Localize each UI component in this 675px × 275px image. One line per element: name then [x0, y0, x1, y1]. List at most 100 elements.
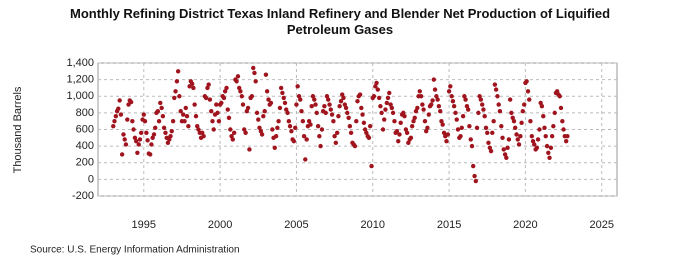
x-tick-label: 2015 [437, 219, 461, 231]
data-point [364, 130, 369, 136]
data-point [304, 137, 309, 142]
source: Source: U.S. Energy Information Administ… [30, 245, 240, 256]
data-point [167, 137, 172, 142]
data-point [516, 142, 522, 147]
data-point [192, 102, 197, 107]
data-point [203, 95, 209, 101]
y-tick-label: 800 [76, 107, 94, 119]
chart-title: Monthly Refining District Texas Inland R… [69, 6, 611, 37]
y-tick-label: -200 [72, 190, 94, 202]
y-tick-label: 600 [76, 123, 94, 135]
data-point [462, 94, 467, 99]
data-point [451, 104, 457, 109]
data-point [313, 102, 318, 107]
data-point [422, 118, 428, 124]
data-point [417, 89, 422, 94]
data-point [275, 125, 280, 131]
data-point [441, 130, 447, 136]
data-point [293, 125, 298, 131]
data-point [333, 140, 339, 145]
data-point [262, 109, 267, 114]
data-point [128, 99, 134, 105]
data-point [196, 127, 201, 132]
data-point [231, 130, 237, 136]
data-point [541, 114, 546, 119]
data-point [389, 105, 395, 111]
data-point [512, 125, 518, 131]
data-point [161, 125, 167, 131]
data-point [347, 123, 353, 129]
data-point [144, 130, 149, 136]
data-point [383, 107, 388, 112]
data-point [296, 94, 302, 99]
data-point [175, 69, 181, 74]
data-point [214, 102, 219, 107]
data-point [306, 118, 312, 124]
data-point [546, 150, 551, 155]
data-point [278, 85, 284, 91]
data-point [455, 127, 461, 132]
data-point [345, 110, 350, 116]
data-point [303, 157, 308, 162]
data-point [244, 109, 250, 114]
data-point [497, 109, 503, 114]
data-point [247, 147, 252, 152]
data-point [463, 97, 468, 102]
data-point [520, 109, 526, 114]
data-point [168, 133, 173, 139]
data-point [467, 123, 472, 129]
data-point [493, 87, 499, 92]
data-point [385, 95, 391, 101]
data-point [394, 128, 400, 134]
data-point [549, 133, 555, 139]
data-point [488, 148, 494, 154]
data-point [277, 105, 283, 111]
data-point [404, 130, 410, 136]
data-point [348, 130, 354, 136]
data-point [491, 118, 496, 124]
data-point [239, 94, 244, 99]
data-point [539, 104, 545, 109]
data-point [186, 123, 191, 129]
data-point [310, 94, 316, 99]
data-point [355, 99, 360, 104]
data-point [449, 94, 454, 99]
data-point [542, 125, 547, 131]
data-point [257, 125, 262, 131]
x-tick-label: 2000 [208, 219, 232, 231]
data-point [430, 98, 435, 103]
data-point [448, 84, 453, 89]
data-point [373, 84, 378, 89]
data-point [440, 122, 445, 127]
data-point [514, 132, 519, 137]
data-point [483, 125, 489, 131]
data-point [111, 123, 116, 129]
data-point [388, 102, 393, 107]
data-point [402, 114, 407, 119]
data-point [387, 90, 392, 96]
data-point [429, 102, 434, 107]
data-point [153, 125, 158, 131]
data-point [136, 142, 141, 147]
data-point [563, 138, 569, 144]
data-point [148, 152, 153, 157]
data-point [323, 110, 328, 116]
data-point [113, 114, 119, 119]
data-point [357, 92, 363, 97]
data-point [532, 142, 537, 147]
data-point [112, 118, 117, 124]
data-point [408, 135, 414, 141]
data-point [505, 145, 510, 150]
data-point [301, 133, 307, 139]
data-point [334, 130, 340, 136]
data-point [560, 118, 565, 124]
data-point [444, 138, 449, 144]
data-point [336, 114, 341, 119]
data-point [346, 115, 351, 121]
data-point [138, 130, 144, 136]
data-point [382, 117, 387, 122]
data-point [420, 102, 425, 107]
data-point [341, 95, 346, 101]
data-point [384, 100, 390, 106]
data-point [170, 118, 176, 124]
